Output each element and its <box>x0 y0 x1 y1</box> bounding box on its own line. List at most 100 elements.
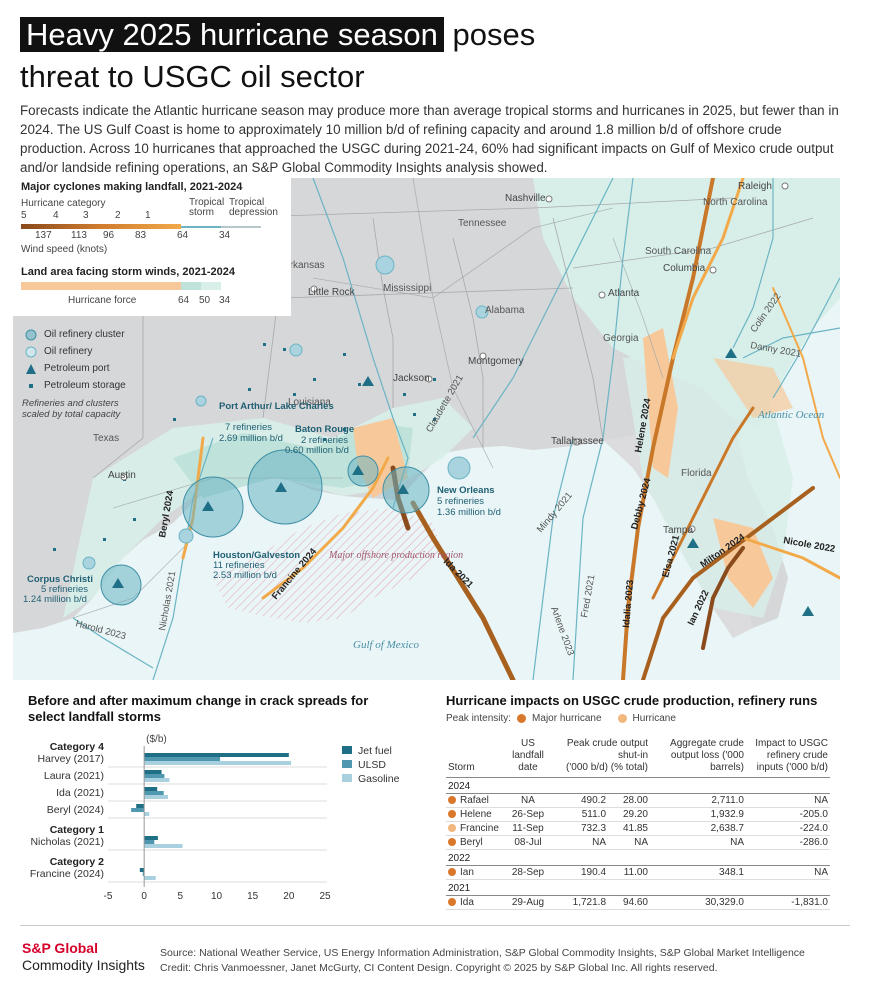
city-label: Jackson <box>393 373 430 384</box>
major-hurricane-label: Major hurricane <box>532 713 602 724</box>
water-label: Gulf of Mexico <box>353 639 419 651</box>
city-label: Atlanta <box>608 288 640 299</box>
storm-cell: Helene <box>446 807 502 822</box>
category-4: 4 <box>53 210 59 221</box>
intensity-dot <box>448 796 456 804</box>
credit-text: Credit: Chris Vanmoessner, Janet McGurty… <box>160 962 718 974</box>
hurricane-category-label: Hurricane category <box>21 198 106 209</box>
category-5: 5 <box>21 210 27 221</box>
title-line2: threat to USGC oil sector <box>20 59 365 94</box>
header-storm: Storm <box>446 738 502 778</box>
storm-cell: Rafael <box>446 793 502 808</box>
peak-intensity-legend: Peak intensity: Major hurricane Hurrican… <box>446 713 676 724</box>
peak-label: Peak intensity: <box>446 713 512 724</box>
title-rest: poses <box>443 17 536 52</box>
legend-label: Jet fuel <box>358 745 392 757</box>
storm-name: Beryl <box>460 837 483 848</box>
header-peak: Peak crude output shut-in ('000 b/d) (% … <box>554 738 650 778</box>
header-peak-pct: (% total) <box>610 762 648 773</box>
city-label: Tallahassee <box>551 436 604 447</box>
impact-cell: -205.0 <box>746 807 830 822</box>
bar-ulsd <box>144 791 164 795</box>
bar-jet-fuel <box>144 836 158 840</box>
page-title: Heavy 2025 hurricane season poses threat… <box>20 14 850 98</box>
category-1: 1 <box>145 210 151 221</box>
bar-ulsd <box>144 774 165 778</box>
storm-category-label: Ida (2021) <box>56 787 104 799</box>
cluster-name: Baton Rouge <box>295 424 354 435</box>
storm-category-label: Francine (2024) <box>30 868 104 880</box>
land-legend-title: Land area facing storm winds, 2021-2024 <box>21 266 235 278</box>
x-tick-label: 15 <box>247 891 259 902</box>
x-tick-label: 25 <box>319 891 331 902</box>
intensity-dot <box>448 898 456 906</box>
city-label: Nashville <box>505 193 546 204</box>
pct-cell: 41.85 <box>608 821 650 836</box>
hurricane-map: Tennessee North Carolina South Carolina … <box>13 178 840 680</box>
land-scale-bar <box>21 282 221 290</box>
year-row: 2022 <box>446 849 830 866</box>
storm-name: Rafael <box>460 795 489 806</box>
pct-cell: NA <box>608 835 650 850</box>
cluster-refineries: 2 refineries <box>301 435 348 446</box>
date-cell: 08-Jul <box>502 835 554 850</box>
kbd-cell: 732.3 <box>554 821 609 836</box>
bar-gasoline <box>144 812 150 816</box>
cluster-name: Corpus Christi <box>27 574 93 585</box>
legend-port: Petroleum port <box>44 363 110 374</box>
group-label: Category 2 <box>50 856 104 868</box>
year-label: 2024 <box>446 777 830 794</box>
pct-cell: 11.00 <box>608 865 650 880</box>
legend-swatch <box>342 746 352 754</box>
wind-speed-label: Wind speed (knots) <box>21 244 108 255</box>
crack-chart-title: Before and after maximum change in crack… <box>28 693 369 724</box>
agg-cell: 348.1 <box>650 865 746 880</box>
table-row: Ida 29-Aug 1,721.8 94.60 30,329.0 -1,831.0 <box>446 895 830 910</box>
cluster-refineries: 7 refineries <box>225 422 272 433</box>
date-cell: 28-Sep <box>502 865 554 880</box>
header-landfall: US landfall date <box>502 738 554 778</box>
header-peak-title: Peak crude output shut-in <box>566 738 648 761</box>
cluster-refineries: 5 refineries <box>41 584 88 595</box>
legend-note: Refineries and clusters scaled by total … <box>22 398 121 420</box>
cyclones-legend-title: Major cyclones making landfall, 2021-202… <box>21 181 243 193</box>
pct-cell: 28.00 <box>608 793 650 808</box>
date-cell: NA <box>502 793 554 808</box>
impact-cell: -1,831.0 <box>746 895 830 910</box>
legend-refinery: Oil refinery <box>44 346 93 357</box>
date-cell: 29-Aug <box>502 895 554 910</box>
x-tick-label: 20 <box>283 891 295 902</box>
land-speed-50: 50 <box>199 295 211 306</box>
storm-category-label: Laura (2021) <box>44 770 104 782</box>
hurricane-label: Hurricane <box>632 713 676 724</box>
intensity-dot <box>448 868 456 876</box>
footer-divider <box>20 925 850 926</box>
table-row: Helene 26-Sep 511.0 29.20 1,932.9 -205.0 <box>446 807 830 822</box>
wind-scale-bar <box>21 224 261 229</box>
x-tick-label: 5 <box>178 891 184 902</box>
group-label: Category 4 <box>50 741 104 753</box>
city-label: Tampa <box>663 525 693 536</box>
group-label: Category 1 <box>50 824 104 836</box>
legend-swatch <box>342 760 352 768</box>
speed-83: 83 <box>135 230 147 241</box>
speed-96: 96 <box>103 230 115 241</box>
state-label: Louisiana <box>288 397 331 408</box>
source-credit: Source: National Weather Service, US Ene… <box>160 946 805 976</box>
storm-name: Helene <box>460 809 492 820</box>
source-text: Source: National Weather Service, US Ene… <box>160 947 805 959</box>
impact-cell: -224.0 <box>746 821 830 836</box>
cluster-refineries: 5 refineries <box>437 496 484 507</box>
cluster-icon <box>22 329 40 341</box>
city-label: Raleigh <box>738 181 772 192</box>
tropical-depression-label: Tropical depression <box>229 197 278 218</box>
state-label: Georgia <box>603 333 639 344</box>
offshore-label: Major offshore production region <box>328 550 463 561</box>
storm-label: Idalia 2023 <box>621 579 636 628</box>
bar-jet-fuel <box>144 787 158 791</box>
port-icon <box>22 363 40 375</box>
agg-cell: 2,638.7 <box>650 821 746 836</box>
hurricane-impact-table: Storm US landfall date Peak crude output… <box>446 738 830 910</box>
header-peak-kbd: ('000 b/d) <box>566 762 608 773</box>
